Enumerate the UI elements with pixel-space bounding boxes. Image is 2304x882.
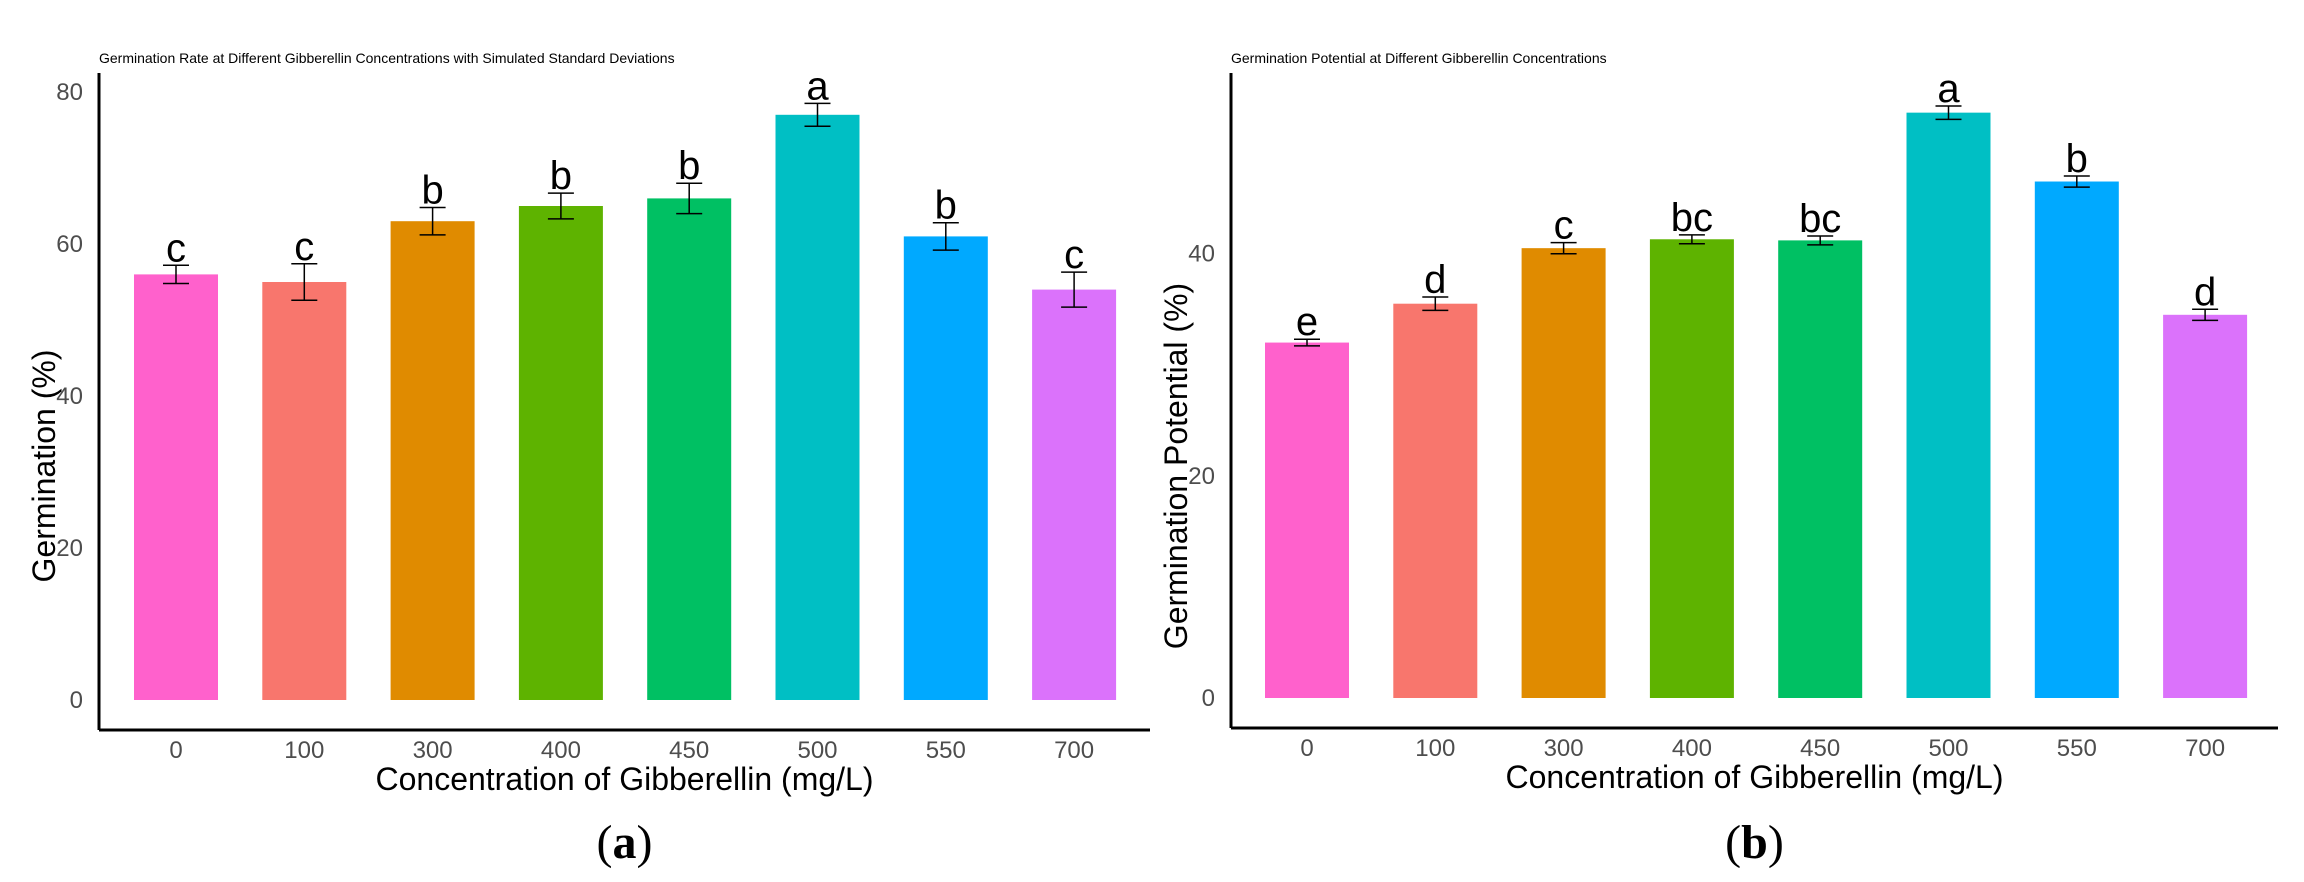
- error-bar-550: [2063, 175, 2090, 188]
- x-tick-label: 400: [541, 737, 581, 764]
- significance-letter: b: [678, 144, 700, 188]
- error-bar-300: [419, 206, 446, 236]
- significance-letter: a: [806, 64, 829, 108]
- bar-550: [2034, 181, 2119, 699]
- bar-550: [903, 236, 988, 700]
- error-bar-500: [804, 102, 831, 127]
- x-tick-label: 300: [413, 737, 453, 764]
- bar-450: [647, 198, 732, 700]
- error-bar-400: [547, 192, 574, 220]
- panel-label: (a): [597, 816, 653, 869]
- x-tick-label: 0: [169, 737, 182, 764]
- bar-0: [134, 274, 218, 700]
- bar-700: [2163, 314, 2248, 698]
- significance-letter: d: [1424, 258, 1446, 302]
- x-tick-label: 450: [1800, 735, 1840, 762]
- x-tick-label: 450: [669, 737, 709, 764]
- significance-letter: b: [2066, 137, 2088, 181]
- significance-letter: c: [1064, 233, 1084, 277]
- bar-100: [1393, 303, 1478, 698]
- error-bar-550: [932, 221, 959, 251]
- bar-400: [1649, 239, 1734, 698]
- bar-100: [262, 282, 347, 700]
- significance-letter: bc: [1671, 196, 1713, 240]
- x-tick-label: 550: [926, 737, 966, 764]
- x-tick-label: 700: [2185, 735, 2225, 762]
- y-axis-label: Germination (%): [26, 350, 62, 583]
- bar-300: [390, 221, 475, 700]
- significance-letter: c: [166, 226, 186, 270]
- chart-title: Germination Rate at Different Gibberelli…: [99, 50, 675, 66]
- bar-700: [1032, 289, 1117, 700]
- chart-title: Germination Potential at Different Gibbe…: [1231, 50, 1607, 66]
- x-tick-label: 400: [1672, 735, 1712, 762]
- x-tick-label: 550: [2057, 735, 2097, 762]
- error-bar-100: [1422, 296, 1449, 312]
- y-tick-label: 40: [56, 383, 83, 410]
- y-tick-label: 20: [1188, 463, 1215, 490]
- error-bar-300: [1550, 241, 1577, 255]
- chart-panel-b: Germination Potential at Different Gibbe…: [1158, 50, 2278, 869]
- x-tick-label: 500: [1928, 735, 1968, 762]
- error-bar-700: [2192, 308, 2219, 322]
- error-bar-500: [1935, 105, 1962, 121]
- error-bar-100: [291, 263, 318, 301]
- bar-450: [1778, 240, 1863, 698]
- y-tick-label: 20: [56, 535, 83, 562]
- x-axis-label: Concentration of Gibberellin (mg/L): [1505, 759, 2003, 795]
- bar-500: [1906, 112, 1991, 699]
- error-bar-700: [1061, 271, 1088, 308]
- significance-letter: a: [1937, 67, 1960, 111]
- y-tick-label: 60: [56, 231, 83, 258]
- x-tick-label: 700: [1054, 737, 1094, 764]
- x-tick-label: 100: [284, 737, 324, 764]
- significance-letter: d: [2194, 270, 2216, 314]
- x-axis-label: Concentration of Gibberellin (mg/L): [375, 761, 873, 797]
- bar-400: [518, 206, 603, 700]
- x-tick-label: 100: [1415, 735, 1455, 762]
- y-tick-label: 0: [70, 687, 83, 714]
- error-bar-450: [676, 182, 703, 215]
- y-tick-label: 40: [1188, 241, 1215, 268]
- x-tick-label: 500: [797, 737, 837, 764]
- significance-letter: b: [935, 184, 957, 228]
- y-tick-label: 0: [1202, 685, 1215, 712]
- y-tick-label: 80: [56, 79, 83, 106]
- y-axis-label: Germination Potential (%): [1158, 283, 1194, 649]
- error-bar-0: [163, 264, 189, 285]
- error-bar-450: [1807, 235, 1834, 246]
- bar-0: [1265, 342, 1349, 698]
- bar-500: [775, 114, 860, 701]
- bar-300: [1521, 248, 1606, 699]
- error-bar-400: [1678, 234, 1705, 245]
- significance-letter: b: [550, 154, 572, 198]
- significance-letter: b: [421, 169, 443, 213]
- significance-letter: c: [294, 225, 314, 269]
- significance-letter: c: [1554, 204, 1574, 248]
- significance-letter: e: [1296, 300, 1318, 344]
- panel-label: (b): [1725, 816, 1784, 869]
- significance-letter: bc: [1799, 197, 1841, 241]
- error-bar-0: [1294, 338, 1320, 347]
- chart-panel-a: Germination Rate at Different Gibberelli…: [26, 50, 1150, 869]
- x-tick-label: 300: [1544, 735, 1584, 762]
- x-tick-label: 0: [1300, 735, 1313, 762]
